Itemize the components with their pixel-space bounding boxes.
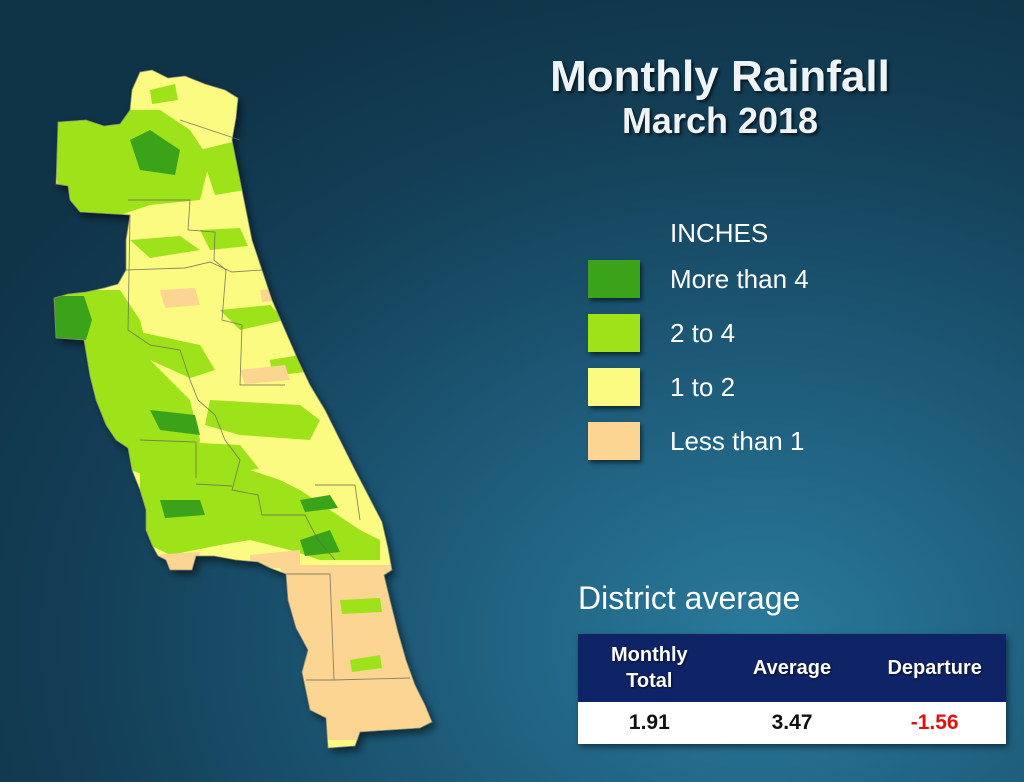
legend-swatch [588, 314, 640, 352]
header-monthly-total: Monthly Total [611, 644, 688, 692]
legend-swatch [588, 422, 640, 460]
average-value: 3.47 [771, 711, 813, 734]
legend-label: More than 4 [670, 264, 809, 294]
legend-swatch [588, 368, 640, 406]
legend-item-less-than-1: Less than 1 [588, 422, 888, 462]
legend-title: INCHES [670, 218, 769, 248]
table-header: Monthly Total Average Departure [578, 634, 1006, 702]
legend-label: 2 to 4 [670, 318, 736, 348]
district-average-table: Monthly Total Average Departure 1.91 3.47… [578, 634, 1006, 744]
departure-value: -1.56 [910, 711, 959, 734]
header-average: Average [752, 657, 832, 679]
header-departure: Departure [887, 657, 982, 679]
map-subtitle: March 2018 [621, 100, 819, 141]
map-title: Monthly Rainfall [550, 52, 890, 101]
legend-item-2-to-4: 2 to 4 [588, 314, 888, 354]
table-row: 1.91 3.47 -1.56 [578, 702, 1006, 744]
legend-swatch [588, 260, 640, 298]
legend-item-more-than-4: More than 4 [588, 260, 888, 300]
legend-label: 1 to 2 [670, 372, 736, 402]
monthly-total-value: 1.91 [628, 711, 670, 734]
rainfall-map [0, 0, 480, 782]
district-map-svg [53, 69, 433, 749]
legend-item-1-to-2: 1 to 2 [588, 368, 888, 408]
district-average-heading: District average [578, 580, 801, 616]
legend-label: Less than 1 [670, 426, 805, 456]
